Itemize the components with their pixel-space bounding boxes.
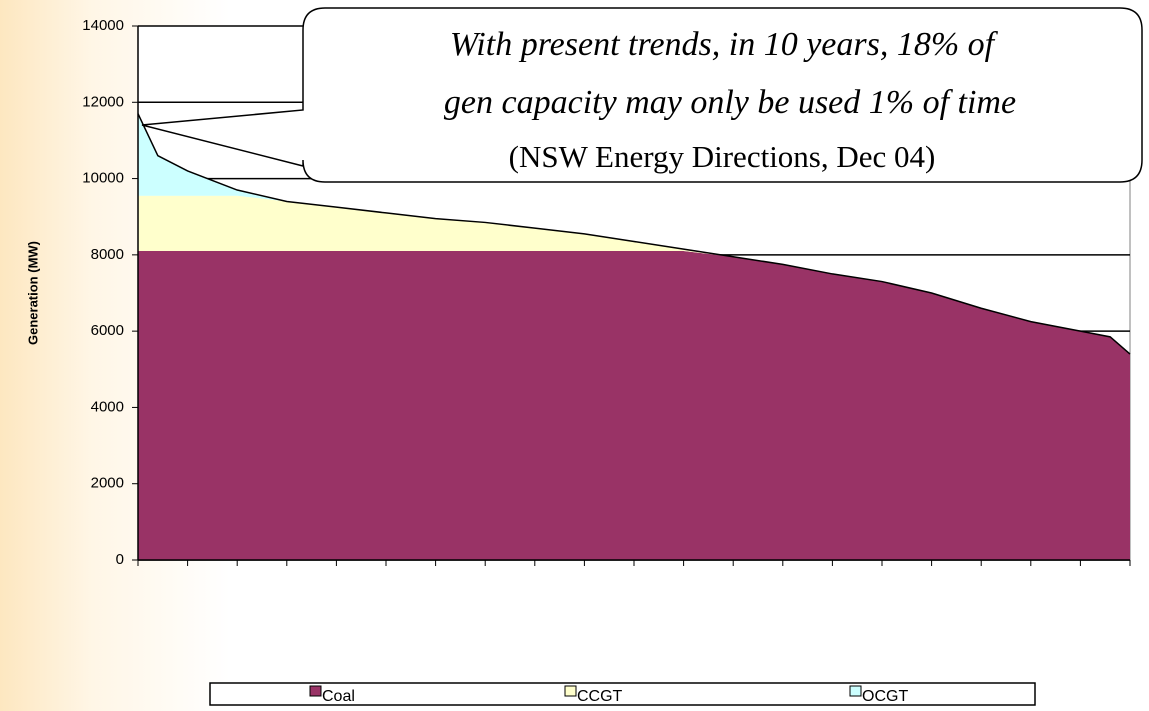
y-tick-label: 10000 [82,170,124,187]
y-axis-label: Generation (MW) [25,241,40,345]
y-tick-label: 8000 [91,246,124,263]
legend-label: OCGT [862,688,908,705]
legend-swatch [564,685,577,697]
legend-label: Coal [322,688,355,705]
total-outline [137,113,1131,355]
legend-label: CCGT [577,688,623,705]
legend-swatch [309,685,322,697]
legend-items: Coal CCGT OCGT [309,685,908,705]
y-tick-label: 14000 [82,17,124,34]
callout-text: gen capacity may only be used 1% of time [444,84,1016,121]
y-tick-label: 2000 [91,475,124,492]
y-tick-label: 4000 [91,398,124,415]
y-tick-label: 0 [116,551,124,568]
callout-text: (NSW Energy Directions, Dec 04) [509,139,936,174]
areas [137,113,1131,561]
legend-swatch [849,685,862,697]
area [138,195,1130,355]
callout-text: With present trends, in 10 years, 18% of [450,26,999,63]
y-tick-label: 6000 [91,322,124,339]
legend [209,682,1036,706]
y-tick-label: 12000 [82,93,124,110]
area [138,251,1130,561]
callout-bubble [141,7,1143,183]
axes: 0 2000 4000 6000 8000 10000 12000 14000 [82,17,1131,568]
